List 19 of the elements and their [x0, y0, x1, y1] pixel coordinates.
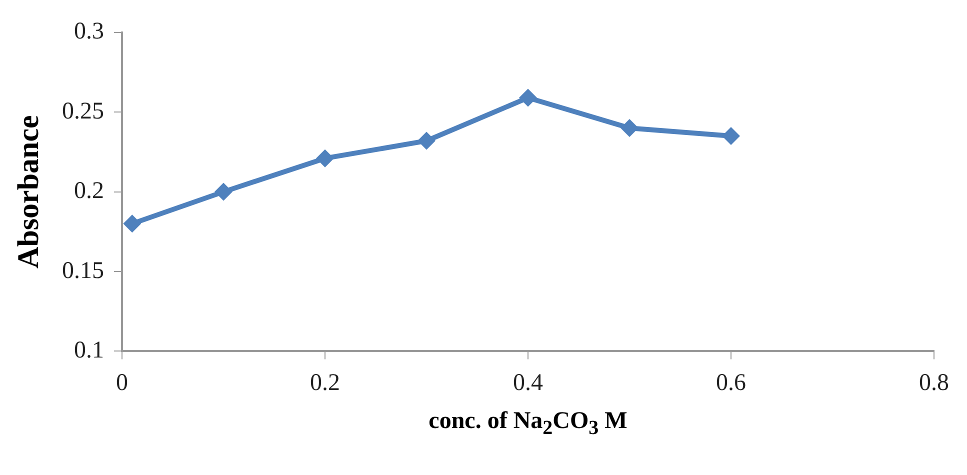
x-tick-label: 0.6 — [716, 370, 746, 396]
y-tick-label: 0.1 — [74, 337, 104, 364]
x-tick-label: 0 — [116, 370, 128, 396]
y-axis-title: Absorbance — [12, 115, 45, 268]
x-tick-label: 0.4 — [513, 370, 543, 396]
point — [519, 88, 537, 107]
point — [123, 214, 142, 233]
x-axis-title: conc. of Na$_{2}$CO$_{3}$ M — [428, 408, 628, 440]
x-tick-label: 0.8 — [919, 370, 949, 396]
y-tick-label: 0.15 — [62, 258, 104, 284]
point — [418, 132, 436, 150]
y-tick-label: 0.2 — [74, 178, 104, 204]
point — [214, 182, 232, 201]
point — [722, 127, 740, 146]
y-tick-label: 0.3 — [74, 18, 104, 45]
point — [620, 119, 638, 138]
y-tick-label: 0.25 — [62, 98, 104, 124]
x-tick-label: 0.2 — [310, 370, 340, 396]
point — [316, 149, 334, 168]
